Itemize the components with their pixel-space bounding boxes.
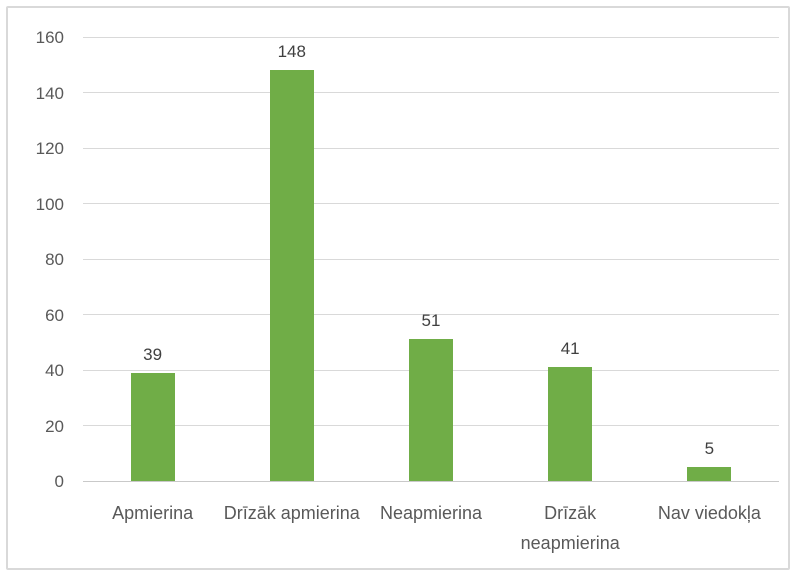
gridline	[83, 203, 779, 204]
gridline	[83, 147, 779, 149]
bar	[269, 70, 314, 481]
y-tick-label: 120	[35, 139, 64, 158]
x-category-label: Neapmierina	[379, 503, 483, 523]
y-tick-label: 80	[45, 250, 64, 269]
x-category-label: Apmierina	[112, 503, 194, 523]
x-category-label: Nav viedokļa	[657, 503, 761, 523]
x-category-label: Drīzāk neapmierina	[520, 503, 620, 553]
gridline	[83, 258, 779, 260]
bar-value-label: 39	[143, 345, 163, 364]
y-tick-label: 160	[35, 28, 64, 47]
bar	[687, 467, 732, 481]
gridline	[83, 314, 779, 315]
bar-value-label: 41	[560, 339, 580, 358]
y-tick-label: 40	[45, 361, 64, 380]
y-tick-label: 140	[35, 83, 64, 103]
y-tick-label: 20	[45, 416, 64, 436]
bar	[548, 367, 593, 481]
gridline	[83, 36, 779, 38]
chart-frame: 0 20 40 60 80 100 120 140 160 39 Apmierina 148 Drīzā…	[6, 6, 790, 570]
x-axis-line	[83, 480, 779, 482]
y-tick-label: 60	[45, 305, 64, 325]
y-tick-label: 100	[35, 194, 64, 214]
bar	[409, 339, 453, 481]
gridline	[83, 92, 779, 93]
bar-value-label: 148	[277, 42, 306, 61]
bar-value-label: 51	[421, 311, 441, 330]
x-category-label: Drīzāk apmierina	[223, 503, 360, 523]
bar	[130, 373, 175, 481]
y-tick-label: 0	[54, 472, 64, 491]
bar-value-label: 5	[704, 439, 715, 458]
